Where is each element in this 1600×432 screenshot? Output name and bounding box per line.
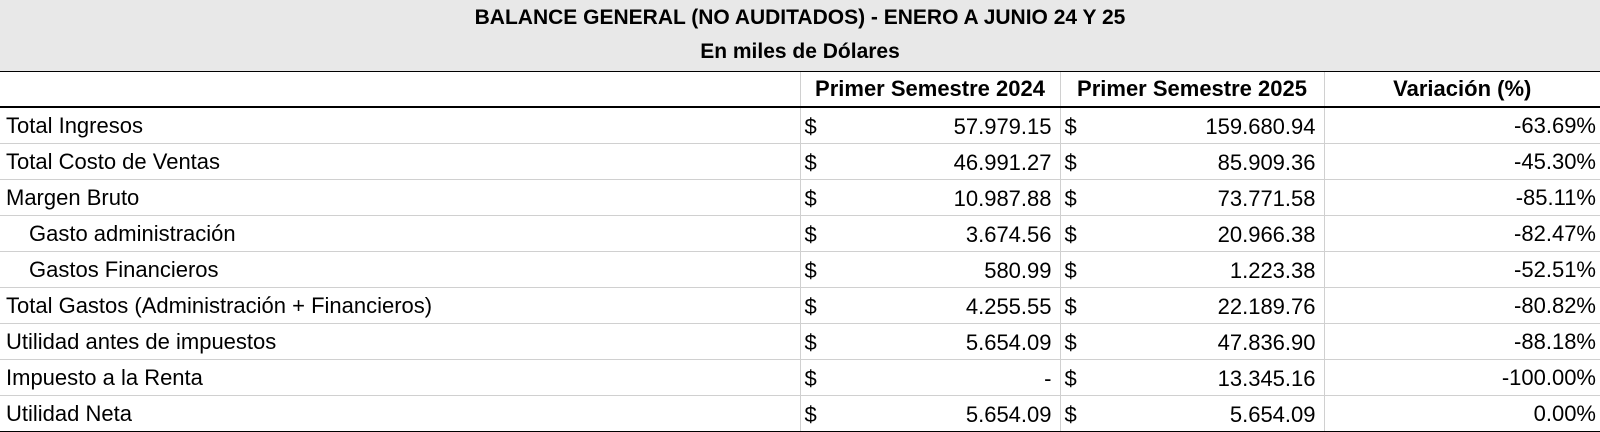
variation-percent: -63.69% [1323, 107, 1600, 144]
currency-symbol: $ [804, 330, 817, 355]
amount-2025: $1.223.38 [1059, 251, 1324, 288]
amount-value: 5.654.09 [965, 330, 1052, 355]
amount-2024: $580.99 [799, 251, 1060, 288]
report-title: BALANCE GENERAL (NO AUDITADOS) - ENERO A… [474, 6, 1126, 29]
amount-2024: $ - [799, 359, 1060, 396]
amount-value: 85.909.36 [1217, 150, 1316, 175]
amount-2025: $85.909.36 [1059, 143, 1324, 180]
financial-table: Primer Semestre 2024 Primer Semestre 202… [0, 72, 1600, 432]
amount-value: 13.345.16 [1217, 366, 1316, 391]
table-row: Utilidad Neta $5.654.09 $5.654.09 0.00% [0, 395, 1600, 432]
currency-symbol: $ [1064, 294, 1077, 319]
variation-percent: -52.51% [1323, 251, 1600, 288]
amount-2024: $57.979.15 [799, 107, 1060, 144]
row-label: Utilidad Neta [0, 395, 800, 432]
amount-value: 3.674.56 [965, 222, 1052, 247]
column-header-variation: Variación (%) [1323, 72, 1600, 108]
currency-symbol: $ [1064, 186, 1077, 211]
amount-2024: $4.255.55 [799, 287, 1060, 324]
variation-percent: -45.30% [1323, 143, 1600, 180]
table-row: Margen Bruto $10.987.88 $73.771.58 -85.1… [0, 179, 1600, 216]
amount-2025: $22.189.76 [1059, 287, 1324, 324]
amount-2024: $5.654.09 [799, 395, 1060, 432]
amount-value: 73.771.58 [1217, 186, 1316, 211]
amount-2025: $73.771.58 [1059, 179, 1324, 216]
currency-symbol: $ [1064, 114, 1077, 139]
amount-2024: $46.991.27 [799, 143, 1060, 180]
row-label: Utilidad antes de impuestos [0, 323, 800, 360]
title-block: BALANCE GENERAL (NO AUDITADOS) - ENERO A… [0, 0, 1600, 72]
amount-value: 4.255.55 [965, 294, 1052, 319]
amount-2025: $159.680.94 [1059, 107, 1324, 144]
row-label: Total Gastos (Administración + Financier… [0, 287, 800, 324]
row-label: Gastos Financieros [0, 251, 800, 288]
table-row: Gastos Financieros $580.99 $1.223.38 -52… [0, 251, 1600, 288]
amount-value: 159.680.94 [1205, 114, 1316, 139]
column-header-2024: Primer Semestre 2024 [799, 72, 1060, 108]
currency-symbol: $ [1064, 258, 1077, 283]
amount-value: - [1044, 366, 1052, 391]
currency-symbol: $ [1064, 150, 1077, 175]
amount-2025: $20.966.38 [1059, 215, 1324, 252]
amount-value: 5.654.09 [1229, 402, 1316, 427]
variation-percent: -80.82% [1323, 287, 1600, 324]
table-row: Total Gastos (Administración + Financier… [0, 287, 1600, 324]
currency-symbol: $ [804, 186, 817, 211]
row-label: Total Ingresos [0, 107, 800, 144]
amount-value: 20.966.38 [1217, 222, 1316, 247]
row-label: Total Costo de Ventas [0, 143, 800, 180]
amount-value: 580.99 [984, 258, 1052, 283]
report-subtitle: En miles de Dólares [700, 40, 900, 63]
row-label: Impuesto a la Renta [0, 359, 800, 396]
currency-symbol: $ [804, 294, 817, 319]
amount-2024: $5.654.09 [799, 323, 1060, 360]
currency-symbol: $ [804, 222, 817, 247]
currency-symbol: $ [1064, 330, 1077, 355]
column-header-2025: Primer Semestre 2025 [1059, 72, 1324, 108]
amount-2024: $10.987.88 [799, 179, 1060, 216]
table-row: Gasto administración $3.674.56 $20.966.3… [0, 215, 1600, 252]
amount-value: 10.987.88 [953, 186, 1052, 211]
currency-symbol: $ [804, 366, 817, 391]
amount-value: 47.836.90 [1217, 330, 1316, 355]
currency-symbol: $ [1064, 366, 1077, 391]
row-label: Margen Bruto [0, 179, 800, 216]
variation-percent: -85.11% [1323, 179, 1600, 216]
table-row: Utilidad antes de impuestos $5.654.09 $4… [0, 323, 1600, 360]
currency-symbol: $ [804, 114, 817, 139]
currency-symbol: $ [1064, 402, 1077, 427]
amount-value: 22.189.76 [1217, 294, 1316, 319]
currency-symbol: $ [804, 150, 817, 175]
amount-value: 46.991.27 [953, 150, 1052, 175]
amount-value: 5.654.09 [965, 402, 1052, 427]
table-row: Total Costo de Ventas $46.991.27 $85.909… [0, 143, 1600, 180]
table-row: Impuesto a la Renta $ - $13.345.16 -100.0… [0, 359, 1600, 396]
amount-2025: $5.654.09 [1059, 395, 1324, 432]
amount-2025: $13.345.16 [1059, 359, 1324, 396]
variation-percent: -100.00% [1323, 359, 1600, 396]
amount-2025: $47.836.90 [1059, 323, 1324, 360]
amount-value: 1.223.38 [1229, 258, 1316, 283]
variation-percent: -82.47% [1323, 215, 1600, 252]
variation-percent: 0.00% [1323, 395, 1600, 432]
table-row: Total Ingresos $57.979.15 $159.680.94 -6… [0, 107, 1600, 144]
column-header-label [0, 72, 800, 108]
amount-2024: $3.674.56 [799, 215, 1060, 252]
amount-value: 57.979.15 [953, 114, 1052, 139]
variation-percent: -88.18% [1323, 323, 1600, 360]
row-label: Gasto administración [0, 215, 800, 252]
currency-symbol: $ [804, 402, 817, 427]
currency-symbol: $ [804, 258, 817, 283]
currency-symbol: $ [1064, 222, 1077, 247]
header-row: Primer Semestre 2024 Primer Semestre 202… [0, 72, 1600, 108]
